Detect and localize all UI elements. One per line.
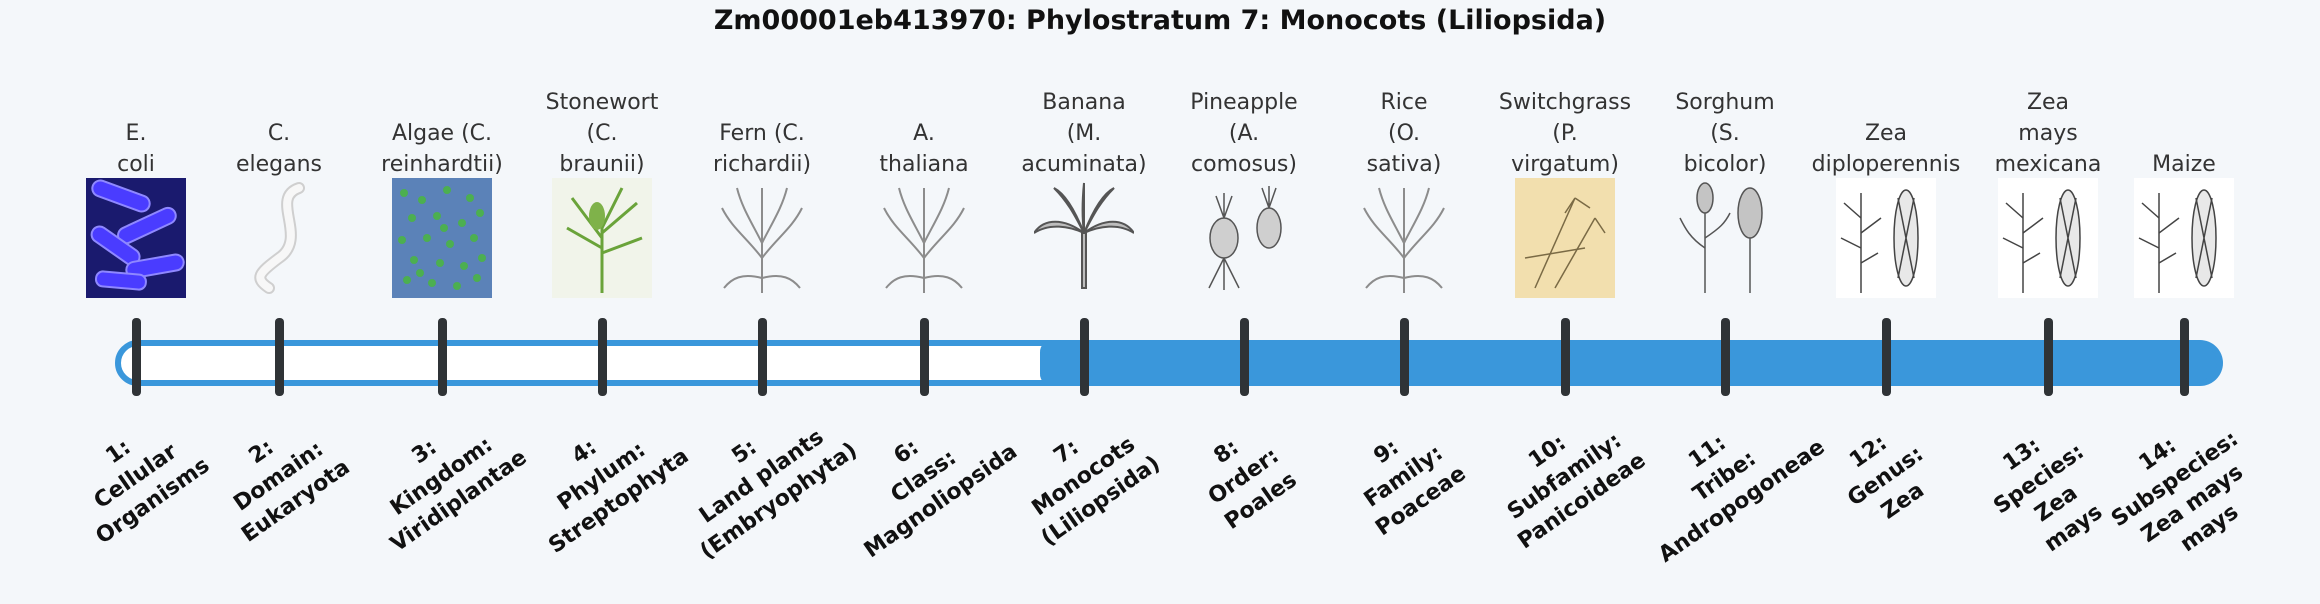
sorghum-image [1675,178,1775,298]
species-label-line: bicolor) [1683,152,1767,177]
species-label-line: (P. [1552,121,1578,146]
species-label-line: Pineapple [1190,90,1298,115]
stratum-tick [275,318,284,396]
species-label: A. thaliana [844,118,1004,180]
species-label-line: Banana [1042,90,1126,115]
stratum-tick [2044,318,2053,396]
stratum-tick [1561,318,1570,396]
species-label: Zea diploperennis [1806,118,1966,180]
stratum-tick [1240,318,1249,396]
stonewort-image [552,178,652,298]
species-label: Maize [2104,149,2264,180]
diagram-title: Zm00001eb413970: Phylostratum 7: Monocot… [713,5,1607,36]
species-label-line: (O. [1387,121,1420,146]
species-label-line: (S. [1710,121,1740,146]
maize-image [2134,178,2234,298]
zea-mexicana-image [1998,178,2098,298]
species-label: Switchgrass (P. virgatum) [1485,87,1645,180]
species-label-line: coli [117,152,155,177]
species-label: C. elegans [199,118,359,180]
pineapple-image [1194,178,1294,298]
stratum-tick [2180,318,2189,396]
stratum-tick [438,318,447,396]
stratum-tick [1882,318,1891,396]
species-label-line: virgatum) [1511,152,1619,177]
ecoli-bacteria-image [86,178,186,298]
species-label-line: Maize [2152,152,2216,177]
species-label: Pineapple (A. comosus) [1164,87,1324,180]
species-label: Algae (C. reinhardtii) [362,118,522,180]
species-label-line: Zea [1864,121,1908,146]
species-label-line: diploperennis [1811,152,1961,177]
species-label-line: Stonewort [545,90,659,115]
zea-diploperennis-image [1836,178,1936,298]
species-label-line: (A. [1228,121,1260,146]
species-label-line: acuminata) [1021,152,1147,177]
stratum-tick [920,318,929,396]
species-label-line: richardii) [712,152,812,177]
species-label-line: E. [125,121,147,146]
banana-image [1034,178,1134,298]
species-label-line: Fern (C. [719,121,805,146]
species-label-line: Sorghum [1675,90,1775,115]
timeline-bar-fill [1040,340,2223,386]
stratum-tick [1721,318,1730,396]
species-label-line: comosus) [1191,152,1297,177]
species-label-line: A. [913,121,935,146]
species-label: Sorghum (S. bicolor) [1645,87,1805,180]
stratum-tick [1400,318,1409,396]
fern-image [712,178,812,298]
species-label-line: Rice [1380,90,1428,115]
species-label-line: (C. [586,121,618,146]
species-label: Banana (M. acuminata) [1004,87,1164,180]
species-label-line: mexicana [1994,152,2102,177]
species-label-line: reinhardtii) [381,152,503,177]
species-label-line: sativa) [1366,152,1442,177]
switchgrass-image [1515,178,1615,298]
stratum-tick [132,318,141,396]
species-label-line: Switchgrass [1498,90,1632,115]
rice-image [1354,178,1454,298]
species-label-line: Zea [2026,90,2070,115]
species-label: Fern (C. richardii) [682,118,842,180]
species-label-line: C. [267,121,291,146]
stratum-tick [1080,318,1089,396]
species-label-line: Algae (C. [391,121,493,146]
species-label-line: elegans [235,152,323,177]
species-label-line: mays [2018,121,2078,146]
species-label: Zea mays mexicana [1968,87,2128,180]
species-label: E. coli [56,118,216,180]
stratum-tick [758,318,767,396]
species-label-line: braunii) [559,152,645,177]
arabidopsis-image [874,178,974,298]
stratum-tick [598,318,607,396]
worm-image [229,178,329,298]
species-label: Stonewort (C. braunii) [522,87,682,180]
species-label-line: (M. [1066,121,1102,146]
species-label: Rice (O. sativa) [1324,87,1484,180]
species-label-line: thaliana [879,152,969,177]
algae-image [392,178,492,298]
